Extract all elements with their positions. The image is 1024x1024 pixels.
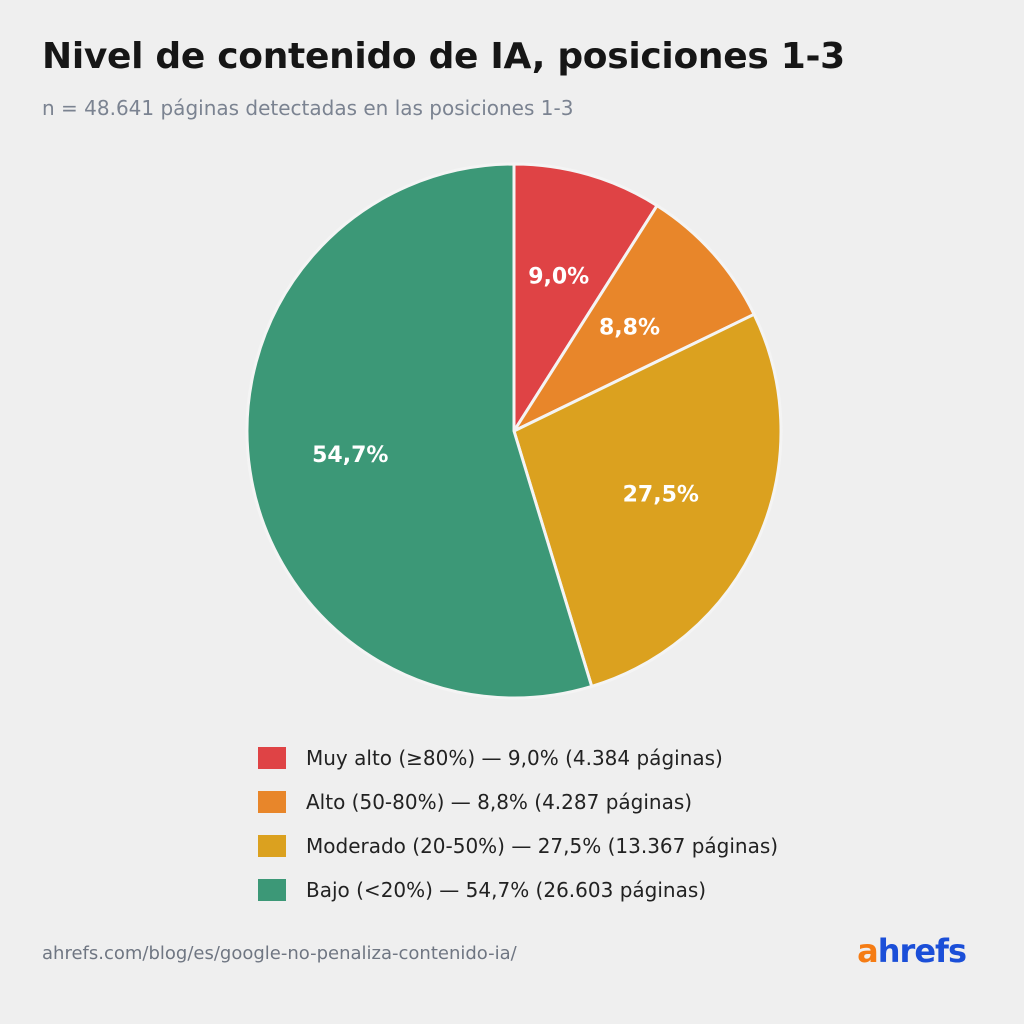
ahrefs-logo: ahrefs — [857, 932, 967, 970]
pie-slice-moderado — [512, 312, 783, 688]
pie-label-alto: 8,8% — [599, 315, 660, 340]
logo-letters: hrefs — [877, 932, 967, 970]
chart-title: Nivel de contenido de IA, posiciones 1-3 — [42, 36, 845, 77]
logo-letter-a: a — [857, 932, 879, 970]
source-url: ahrefs.com/blog/es/google-no-penaliza-co… — [42, 943, 517, 964]
legend-label-bajo: Bajo (<20%) — 54,7% (26.603 páginas) — [306, 878, 707, 902]
legend-item-alto: Alto (50-80%) — 8,8% (4.287 páginas) — [258, 780, 778, 824]
pie-label-moderado: 27,5% — [623, 483, 699, 508]
legend-swatch-moderado — [258, 835, 286, 857]
legend: Muy alto (≥80%) — 9,0% (4.384 páginas) A… — [258, 736, 778, 912]
legend-item-bajo: Bajo (<20%) — 54,7% (26.603 páginas) — [258, 868, 778, 912]
legend-item-moderado: Moderado (20-50%) — 27,5% (13.367 página… — [258, 824, 778, 868]
legend-item-muy-alto: Muy alto (≥80%) — 9,0% (4.384 páginas) — [258, 736, 778, 780]
pie-slice-alto — [512, 204, 756, 433]
legend-swatch-bajo — [258, 879, 286, 901]
pie-slice-bajo — [245, 162, 594, 700]
legend-label-alto: Alto (50-80%) — 8,8% (4.287 páginas) — [306, 790, 693, 814]
pie-slice-muy-alto — [512, 162, 659, 433]
legend-label-moderado: Moderado (20-50%) — 27,5% (13.367 página… — [306, 834, 779, 858]
pie-chart: 9,0% 8,8% 27,5% 54,7% — [245, 162, 783, 700]
pie-label-muy-alto: 9,0% — [528, 265, 589, 290]
legend-swatch-muy-alto — [258, 747, 286, 769]
legend-label-muy-alto: Muy alto (≥80%) — 9,0% (4.384 páginas) — [306, 746, 723, 770]
chart-subtitle: n = 48.641 páginas detectadas en las pos… — [42, 96, 574, 120]
pie-label-bajo: 54,7% — [312, 443, 388, 468]
legend-swatch-alto — [258, 791, 286, 813]
